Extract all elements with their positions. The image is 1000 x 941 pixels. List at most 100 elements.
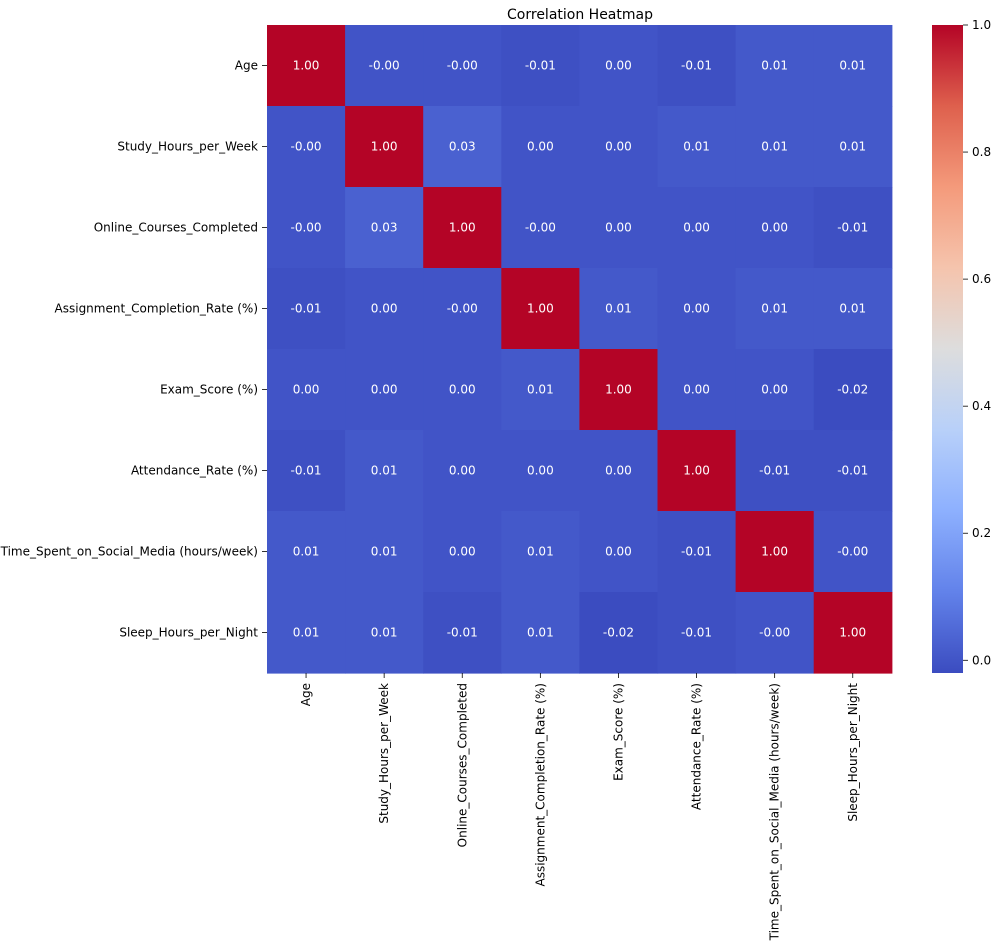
colorbar-tick-label: 0.2 (972, 526, 991, 540)
x-tick-label: Online_Courses_Completed (455, 683, 469, 847)
cell-annotation: 1.00 (371, 140, 398, 154)
cell-annotation: -0.00 (837, 545, 868, 559)
chart-title: Correlation Heatmap (507, 7, 653, 23)
cell-annotation: 0.00 (605, 59, 632, 73)
heatmap-cell (267, 511, 346, 593)
heatmap-cell (267, 349, 346, 431)
cell-annotation: -0.00 (291, 140, 322, 154)
heatmap-cell (579, 268, 659, 350)
heatmap-cell (813, 511, 893, 593)
cell-annotation: 0.01 (371, 626, 398, 640)
heatmap-cell (423, 25, 502, 107)
cell-annotation: 0.01 (839, 140, 866, 154)
cell-annotation: 0.01 (527, 383, 554, 397)
cell-annotation: 1.00 (449, 221, 476, 235)
heatmap-cell (267, 187, 346, 269)
heatmap-cell (501, 592, 580, 674)
cell-annotation: 0.00 (761, 383, 788, 397)
heatmap-cell (501, 187, 580, 269)
heatmap-cell (813, 106, 893, 188)
heatmap-cell (813, 349, 893, 431)
heatmap-cell (735, 106, 815, 188)
cell-annotation: 0.01 (605, 302, 632, 316)
heatmap-cell (813, 25, 893, 107)
cell-annotation: 0.00 (605, 545, 632, 559)
heatmap-cell (813, 268, 893, 350)
heatmap-cell (657, 430, 737, 512)
cell-annotation: 0.01 (293, 626, 320, 640)
heatmap-cell (657, 268, 737, 350)
heatmap-cell (735, 268, 815, 350)
cell-annotation: 0.00 (449, 383, 476, 397)
heatmap-cells (267, 25, 893, 674)
x-tick-label: Sleep_Hours_per_Night (846, 683, 860, 822)
heatmap-cell (501, 25, 580, 107)
heatmap-cell (579, 187, 659, 269)
heatmap-cell (267, 106, 346, 188)
heatmap-cell (657, 511, 737, 593)
heatmap-cell (345, 430, 424, 512)
cell-annotation: 0.00 (449, 464, 476, 478)
heatmap-cell (267, 430, 346, 512)
cell-annotation: 0.01 (683, 140, 710, 154)
cell-annotation: -0.00 (759, 626, 790, 640)
cell-annotation: 0.00 (371, 383, 398, 397)
heatmap-cell (501, 430, 580, 512)
y-tick-label: Exam_Score (%) (160, 383, 258, 397)
heatmap-cell (579, 511, 659, 593)
heatmap-annotations: 1.00 -0.00 -0.00 -0.01 0.00 -0.01 0.01 0.01 -0.0… (291, 59, 869, 640)
heatmap-cell (735, 349, 815, 431)
colorbar-tick-label: 0.8 (972, 145, 991, 159)
x-tick-label: Attendance_Rate (%) (690, 683, 704, 810)
heatmap-cell (657, 25, 737, 107)
colorbar-tick-label: 0.6 (972, 272, 991, 286)
cell-annotation: 0.01 (761, 59, 788, 73)
cell-annotation: -0.01 (291, 302, 322, 316)
heatmap-cell (657, 592, 737, 674)
x-tick-label: Exam_Score (%) (611, 683, 625, 781)
cell-annotation: 0.00 (527, 140, 554, 154)
cell-annotation: 0.01 (371, 545, 398, 559)
cell-annotation: 0.01 (371, 464, 398, 478)
heatmap-cell (423, 268, 502, 350)
heatmap-cell (657, 106, 737, 188)
y-tick-label: Attendance_Rate (%) (131, 464, 258, 478)
y-tick-label: Time_Spent_on_Social_Media (hours/week) (0, 545, 258, 559)
cell-annotation: -0.02 (837, 383, 868, 397)
cell-annotation: 0.00 (527, 464, 554, 478)
cell-annotation: 0.01 (527, 626, 554, 640)
cell-annotation: 0.01 (839, 59, 866, 73)
heatmap-cell (423, 106, 502, 188)
heatmap-cell (579, 349, 659, 431)
cell-annotation: 0.00 (293, 383, 320, 397)
heatmap-cell (267, 268, 346, 350)
heatmap-cell (579, 25, 659, 107)
heatmap-cell (423, 592, 502, 674)
heatmap-cell (735, 430, 815, 512)
cell-annotation: -0.02 (603, 626, 634, 640)
cell-annotation: 0.00 (605, 221, 632, 235)
cell-annotation: -0.01 (837, 221, 868, 235)
colorbar: 0.0 0.2 0.4 0.6 0.8 1.0 (932, 18, 991, 673)
x-tick-label: Age (299, 683, 313, 706)
y-axis: Age Study_Hours_per_Week Online_Courses_Co… (0, 59, 267, 640)
heatmap-cell (579, 106, 659, 188)
cell-annotation: 0.00 (683, 302, 710, 316)
cell-annotation: -0.00 (291, 221, 322, 235)
heatmap-cell (345, 25, 424, 107)
heatmap-cell (423, 430, 502, 512)
heatmap-cell (735, 592, 815, 674)
heatmap-cell (501, 511, 580, 593)
cell-annotation: -0.01 (525, 59, 556, 73)
cell-annotation: -0.01 (681, 59, 712, 73)
cell-annotation: 0.01 (839, 302, 866, 316)
heatmap-cell (345, 349, 424, 431)
cell-annotation: -0.00 (525, 221, 556, 235)
x-tick-label: Time_Spent_on_Social_Media (hours/week) (768, 683, 782, 941)
heatmap-cell (501, 106, 580, 188)
cell-annotation: 1.00 (527, 302, 554, 316)
heatmap-cell (267, 25, 346, 107)
y-tick-label: Age (235, 59, 258, 73)
cell-annotation: 1.00 (683, 464, 710, 478)
heatmap-cell (345, 592, 424, 674)
